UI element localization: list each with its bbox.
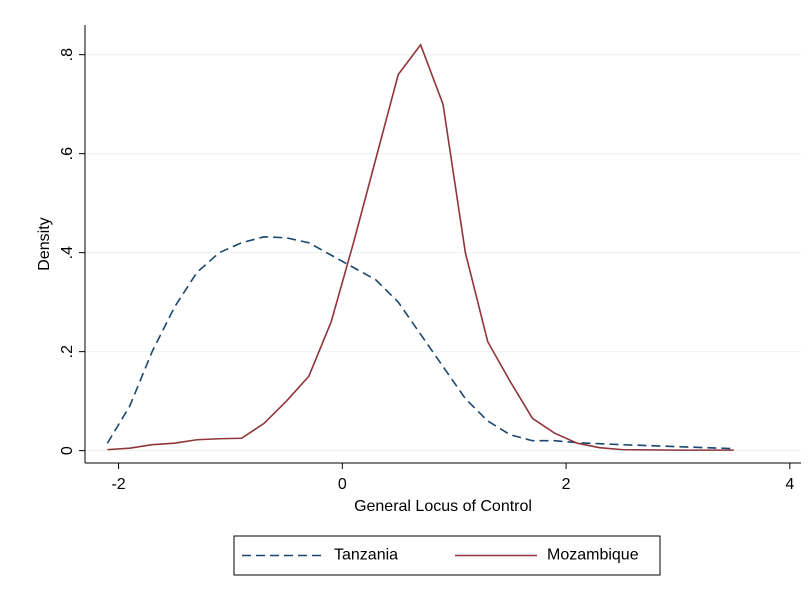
- x-tick-label: 2: [562, 476, 571, 493]
- x-axis-title: General Locus of Control: [354, 498, 532, 515]
- y-tick-label: .2: [59, 345, 76, 358]
- y-axis-title: Density: [36, 217, 53, 270]
- y-tick-label: .6: [59, 147, 76, 160]
- y-tick-label: 0: [59, 446, 76, 455]
- x-tick-label: 4: [785, 476, 794, 493]
- legend-label: Mozambique: [547, 547, 639, 564]
- x-tick-label: 0: [338, 476, 347, 493]
- y-tick-label: .8: [59, 48, 76, 61]
- y-tick-label: .4: [59, 246, 76, 259]
- density-line: [107, 43, 734, 451]
- x-tick-label: -2: [111, 476, 125, 493]
- legend-label: Tanzania: [334, 547, 398, 564]
